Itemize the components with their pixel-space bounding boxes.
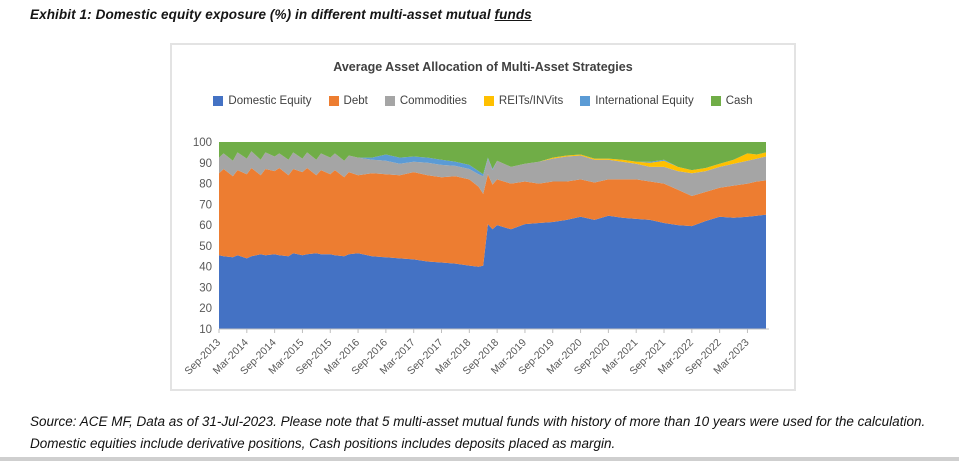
chart-container: Average Asset Allocation of Multi-Asset … <box>170 43 796 391</box>
exhibit-heading-text: Exhibit 1: Domestic equity exposure (%) … <box>30 7 495 22</box>
y-axis-tick-label: 70 <box>199 199 212 211</box>
legend-item-international-equity: International Equity <box>580 95 694 107</box>
legend-swatch-icon <box>710 96 721 106</box>
legend-swatch-icon <box>483 96 494 106</box>
y-axis-tick-label: 20 <box>199 303 212 315</box>
chart-title: Average Asset Allocation of Multi-Asset … <box>333 60 633 74</box>
bottom-edge-strip <box>0 457 959 461</box>
chart-legend: Domestic Equity Debt Commodities REITs/INVi… <box>172 95 794 107</box>
legend-item-debt: Debt <box>328 95 368 107</box>
legend-swatch-icon <box>328 96 339 106</box>
legend-item-cash: Cash <box>710 95 753 107</box>
y-axis-tick-label: 50 <box>199 241 212 253</box>
exhibit-heading: Exhibit 1: Domestic equity exposure (%) … <box>30 7 930 22</box>
area-series-debt <box>219 168 766 267</box>
legend-swatch-icon <box>384 96 395 106</box>
area-series-commodities <box>219 151 766 196</box>
y-axis-tick-label: 40 <box>199 262 212 274</box>
area-series-domestic-equity <box>219 214 766 329</box>
area-series-cash <box>219 142 766 175</box>
y-axis-tick-label: 10 <box>199 324 212 336</box>
y-axis-tick-label: 60 <box>199 220 212 232</box>
legend-label: International Equity <box>595 95 694 107</box>
legend-label: Domestic Equity <box>228 95 312 107</box>
legend-label: Debt <box>343 95 368 107</box>
area-series-reits-invits <box>219 151 766 177</box>
source-note: Source: ACE MF, Data as of 31-Jul-2023. … <box>30 414 926 451</box>
legend-label: Commodities <box>399 95 467 107</box>
y-axis-tick-label: 100 <box>193 137 212 149</box>
y-axis-tick-label: 90 <box>199 158 212 170</box>
legend-swatch-icon <box>213 96 224 106</box>
y-axis-tick-label: 80 <box>199 179 212 191</box>
legend-label: REITs/INVits <box>498 95 564 107</box>
y-axis-tick-label: 30 <box>199 282 212 294</box>
stacked-area-chart: 102030405060708090100Sep-2013Mar-2014Sep… <box>182 137 769 377</box>
legend-item-domestic-equity: Domestic Equity <box>213 95 312 107</box>
legend-item-commodities: Commodities <box>384 95 467 107</box>
exhibit-heading-underlined: funds <box>494 7 532 22</box>
legend-item-reits-invits: REITs/INVits <box>483 95 564 107</box>
legend-swatch-icon <box>580 96 591 106</box>
legend-label: Cash <box>725 95 753 107</box>
